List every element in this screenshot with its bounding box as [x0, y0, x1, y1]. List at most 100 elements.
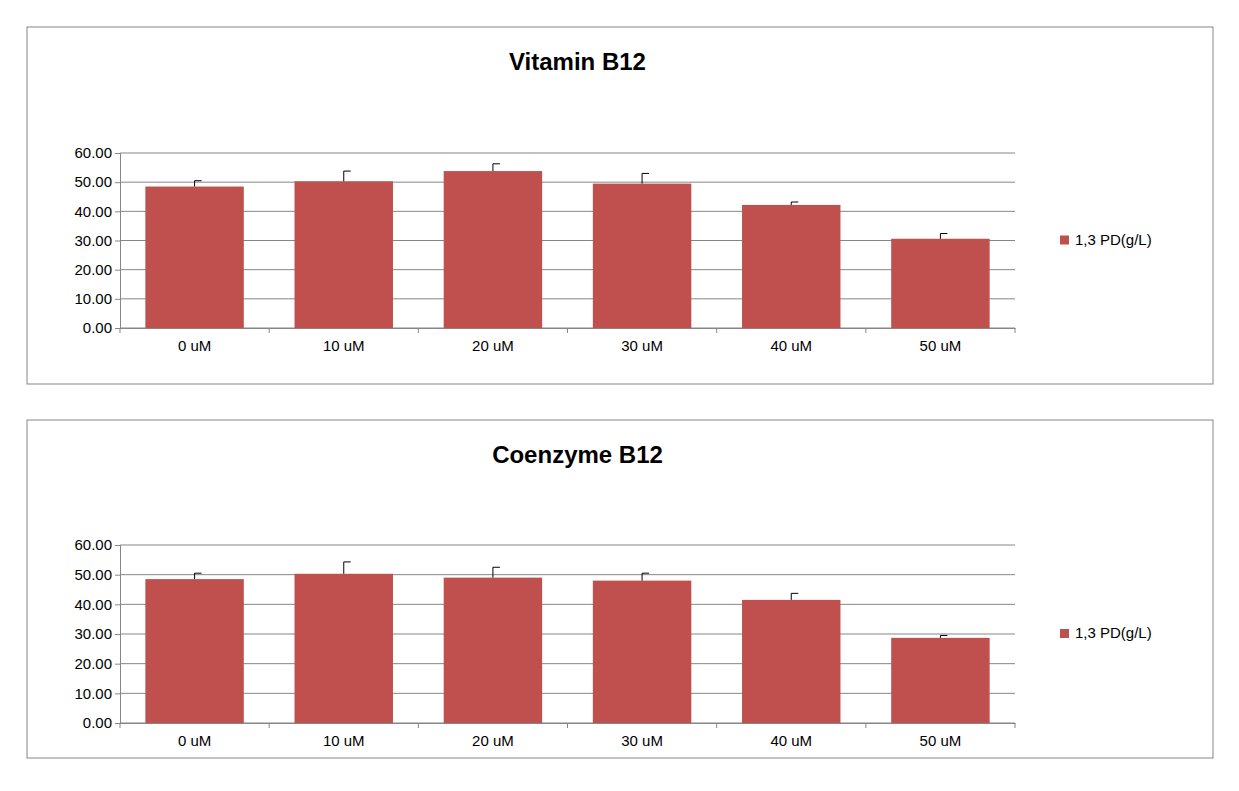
x-tick-label: 10 uM — [323, 337, 365, 354]
error-bar-cap — [344, 561, 351, 562]
y-tick-label: 20.00 — [74, 655, 112, 672]
x-tick: 50 uM — [920, 723, 962, 749]
y-tick-label: 0.00 — [83, 714, 112, 731]
x-tick: 40 uM — [770, 328, 812, 354]
error-bar-stem — [492, 567, 493, 577]
y-tick-mark — [115, 241, 120, 242]
grid-line — [120, 604, 1015, 605]
y-tick: 10.00 — [74, 290, 120, 307]
bar — [891, 638, 989, 723]
y-tick-mark — [115, 153, 120, 154]
y-tick: 0.00 — [83, 319, 120, 336]
x-separator — [1015, 328, 1016, 333]
legend: 1,3 PD(g/L) — [1060, 624, 1152, 641]
grid-line — [120, 269, 1015, 270]
grid-line — [120, 211, 1015, 212]
grid-line — [120, 153, 1015, 154]
y-tick-mark — [115, 182, 120, 183]
y-tick-mark — [115, 328, 120, 329]
y-tick-mark — [115, 634, 120, 635]
error-bar-stem — [492, 164, 493, 171]
error-bar-cap — [791, 202, 798, 203]
y-tick-mark — [115, 545, 120, 546]
chart-title: Coenzyme B12 — [492, 441, 663, 468]
grid — [120, 545, 1015, 723]
y-tick-label: 30.00 — [74, 625, 112, 642]
error-bar — [195, 573, 202, 579]
x-tick-label: 50 uM — [920, 732, 962, 749]
error-bar-stem — [194, 181, 195, 187]
grid-line — [120, 298, 1015, 299]
x-tick-label: 30 uM — [621, 732, 663, 749]
error-bar — [642, 173, 649, 183]
bar — [593, 184, 691, 328]
page: Vitamin B120.0010.0020.0030.0040.0050.00… — [0, 0, 1239, 791]
x-tick-label: 30 uM — [621, 337, 663, 354]
bar — [444, 171, 542, 328]
grid-line — [120, 240, 1015, 241]
y-tick-label: 60.00 — [74, 144, 112, 161]
y-tick: 20.00 — [74, 261, 120, 278]
error-bar — [791, 593, 798, 600]
x-separators — [120, 723, 1015, 728]
error-bar-cap — [195, 573, 202, 574]
grid-line — [120, 182, 1015, 183]
y-tick: 40.00 — [74, 203, 120, 220]
error-bar-cap — [493, 567, 500, 568]
x-separator — [716, 723, 717, 728]
bar — [295, 574, 393, 723]
error-bar — [940, 234, 947, 239]
chart-frame — [27, 27, 1213, 384]
grid-line — [120, 663, 1015, 664]
x-tick-label: 50 uM — [920, 337, 962, 354]
error-bar-cap — [791, 593, 798, 594]
error-bar — [642, 573, 649, 580]
error-bar-cap — [940, 635, 947, 636]
y-axis-line — [115, 546, 121, 724]
bar — [891, 239, 989, 328]
y-tick-label: 10.00 — [74, 290, 112, 307]
y-tick-label: 0.00 — [83, 319, 112, 336]
x-tick: 30 uM — [621, 723, 663, 749]
y-tick-label: 50.00 — [74, 173, 112, 190]
error-bar-stem — [940, 234, 941, 239]
y-tick: 0.00 — [83, 714, 120, 731]
y-tick-mark — [115, 723, 120, 724]
y-tick: 30.00 — [74, 232, 120, 249]
error-bar-stem — [194, 573, 195, 579]
y-axis-line — [115, 154, 121, 329]
x-tick-label: 40 uM — [770, 337, 812, 354]
grid-line — [120, 693, 1015, 694]
y-tick: 10.00 — [74, 685, 120, 702]
x-tick-label: 0 uM — [178, 732, 211, 749]
y-tick-label: 40.00 — [74, 596, 112, 613]
y-tick-mark — [115, 604, 120, 605]
legend-label: 1,3 PD(g/L) — [1075, 624, 1152, 641]
grid-line — [120, 574, 1015, 575]
x-separator — [418, 328, 419, 333]
y-tick-mark — [115, 211, 120, 212]
error-bar-cap — [642, 573, 649, 574]
x-separator — [567, 328, 568, 333]
y-axis: 0.0010.0020.0030.0040.0050.0060.00 — [74, 536, 120, 731]
legend-swatch — [1060, 629, 1069, 638]
chart-frame — [27, 420, 1213, 758]
error-bar — [791, 202, 798, 205]
y-tick: 50.00 — [74, 566, 120, 583]
y-tick-label: 50.00 — [74, 566, 112, 583]
y-tick-mark — [115, 575, 120, 576]
error-bar-stem — [791, 593, 792, 600]
bar — [444, 578, 542, 723]
x-tick-label: 0 uM — [178, 337, 211, 354]
x-axis: 0 uM10 uM20 uM30 uM40 uM50 uM — [121, 723, 1016, 749]
error-bar-stem — [642, 573, 643, 580]
x-separator — [418, 723, 419, 728]
error-bar — [344, 171, 351, 181]
error-bar-cap — [642, 173, 649, 174]
legend-swatch — [1060, 236, 1069, 245]
error-bar-stem — [343, 171, 344, 181]
error-bar-cap — [195, 180, 202, 181]
x-separator — [120, 723, 121, 728]
error-bar-cap — [940, 233, 947, 234]
grid-line — [120, 545, 1015, 546]
